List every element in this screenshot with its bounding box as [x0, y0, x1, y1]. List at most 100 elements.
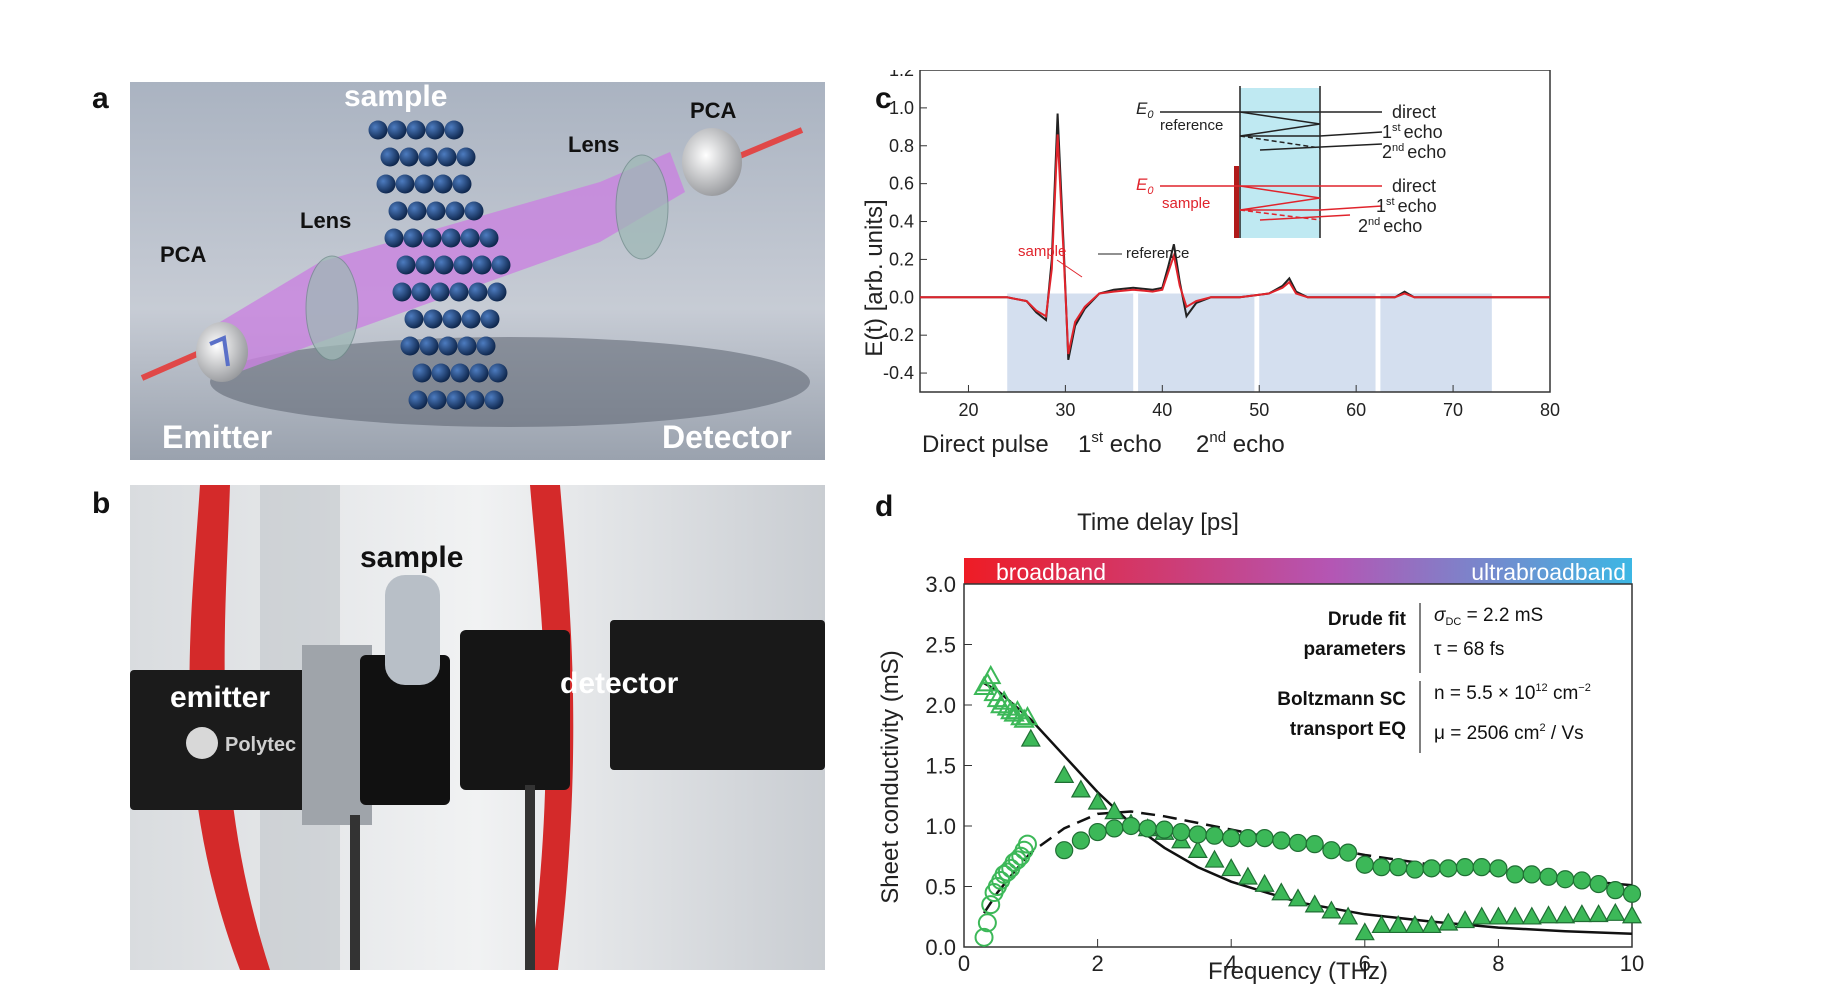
- imag_ultrabroadband-point: [1405, 860, 1425, 879]
- sphere: [411, 282, 431, 302]
- boltzmann-title-2: transport EQ: [1290, 719, 1406, 740]
- sphere: [414, 174, 434, 194]
- sphere: [406, 120, 426, 140]
- imag_ultrabroadband-point: [1339, 843, 1358, 862]
- real_ultrabroadband-point: [1488, 906, 1509, 925]
- tau-value: τ = 68 fs: [1434, 639, 1504, 660]
- imag_broadband-point: [997, 862, 1017, 882]
- panel-b-photo: Polytec sample emitter detector: [130, 485, 825, 970]
- c-ytick-label: -0.2: [883, 325, 914, 345]
- sphere: [445, 201, 465, 221]
- imag_ultrabroadband-point: [1489, 859, 1508, 878]
- lens-right: [615, 154, 669, 260]
- d-xtick-label: 0: [958, 951, 970, 976]
- imag_ultrabroadband-point: [1088, 822, 1107, 842]
- drude-fit-imag-line: [982, 810, 1633, 914]
- sphere: [484, 390, 504, 410]
- annotation-sample-pointer: [1056, 259, 1083, 278]
- d-xtick-label: 8: [1492, 951, 1504, 976]
- real_ultrabroadband-point: [1605, 902, 1626, 921]
- sphere: [388, 201, 408, 221]
- imag_ultrabroadband-point: [1305, 835, 1324, 854]
- sphere: [418, 147, 438, 167]
- real_ultrabroadband-point: [1571, 904, 1592, 923]
- red-cable-left: [189, 485, 270, 970]
- real_broadband-point: [1016, 706, 1039, 726]
- d-ytick-label: 0.5: [925, 875, 956, 900]
- inset-sample-label: sample: [1162, 195, 1210, 212]
- sphere: [400, 336, 420, 356]
- imag_broadband-point: [1007, 850, 1027, 870]
- sphere: [456, 147, 476, 167]
- sample-spheres: [368, 120, 511, 410]
- d-ytick-label: 0.0: [925, 935, 956, 960]
- sphere: [480, 309, 500, 329]
- real_ultrabroadband-point: [1505, 906, 1526, 925]
- photo-label-detector: detector: [560, 667, 679, 700]
- drude-title-2: parameters: [1304, 639, 1406, 660]
- inset-direct-top: direct: [1392, 102, 1436, 122]
- label-pca-right: PCA: [690, 98, 737, 123]
- inset-echo2-bottom: 2nd echo: [1358, 216, 1422, 236]
- label-emitter: Emitter: [162, 419, 272, 455]
- sphere: [444, 120, 464, 140]
- sphere: [465, 390, 485, 410]
- real_ultrabroadband-point: [1454, 910, 1476, 929]
- echo-window-2: [1259, 293, 1376, 392]
- echo-window-3: [1380, 293, 1492, 392]
- imag_ultrabroadband-point: [1155, 820, 1174, 839]
- sphere: [446, 390, 466, 410]
- c-ytick-label: 0.2: [889, 249, 914, 269]
- d-xtick-label: 10: [1620, 951, 1644, 976]
- imag_ultrabroadband-point: [1455, 858, 1475, 877]
- drude-title-1: Drude fit: [1328, 609, 1407, 630]
- imag_ultrabroadband-point: [1539, 867, 1558, 886]
- c-ytick-label: 0.6: [889, 174, 914, 194]
- imag_ultrabroadband-point: [1172, 822, 1191, 842]
- real_ultrabroadband-point: [1254, 873, 1275, 892]
- sphere: [472, 255, 492, 275]
- real_ultrabroadband-point: [1438, 912, 1459, 931]
- imag_ultrabroadband-point: [1188, 825, 1207, 844]
- real_ultrabroadband-point: [1338, 906, 1359, 925]
- real_ultrabroadband-point: [1588, 904, 1609, 923]
- c-plot-frame: [919, 69, 1551, 393]
- imag_broadband-point: [977, 913, 997, 933]
- imag_ultrabroadband-point: [1389, 858, 1408, 877]
- label-lens-left: Lens: [300, 208, 351, 233]
- real_ultrabroadband-point: [1371, 914, 1392, 934]
- imag_broadband-point: [974, 927, 994, 947]
- c-ytick-label: -0.4: [883, 363, 914, 383]
- emitter-lens-tube: [360, 655, 450, 805]
- label-detector: Detector: [662, 419, 792, 455]
- imag_ultrabroadband-point: [1622, 884, 1642, 903]
- inset-echo2-top: 2nd echo: [1382, 142, 1446, 162]
- sphere: [376, 174, 396, 194]
- polytec-logo-icon: [186, 727, 218, 759]
- sphere: [442, 309, 462, 329]
- sphere: [461, 309, 481, 329]
- c-ylabel: E(t) [arb. units]: [861, 199, 888, 356]
- detector-housing: [610, 620, 825, 770]
- inset-sample-film: [1234, 166, 1239, 238]
- imag_ultrabroadband-point: [1238, 829, 1257, 848]
- real_ultrabroadband-point: [1321, 900, 1342, 919]
- panel-d-conductivity: broadband ultrabroadband 0 2 4 6 8 10 0.0 0.5 1.…: [860, 555, 1750, 985]
- c-xtick-label: 80: [1540, 400, 1560, 420]
- c-ytick-label: 1.2: [889, 70, 914, 80]
- inset-e0-sample: E0: [1136, 175, 1154, 197]
- sphere: [430, 282, 450, 302]
- c-ytick-label: 0.8: [889, 136, 914, 156]
- sphere: [491, 255, 511, 275]
- pca-detector: [682, 128, 742, 196]
- real_ultrabroadband-point: [1237, 866, 1258, 885]
- sphere: [452, 174, 472, 194]
- post-right: [525, 785, 535, 970]
- sphere: [384, 228, 404, 248]
- d-markers: [973, 664, 1643, 947]
- imag_ultrabroadband-point: [1205, 826, 1224, 845]
- imag_broadband-point: [1004, 852, 1024, 872]
- sigma-dc-value: σDC = 2.2 mS: [1434, 605, 1543, 628]
- inset-slab: [1240, 88, 1320, 238]
- c-axes: [919, 69, 1551, 393]
